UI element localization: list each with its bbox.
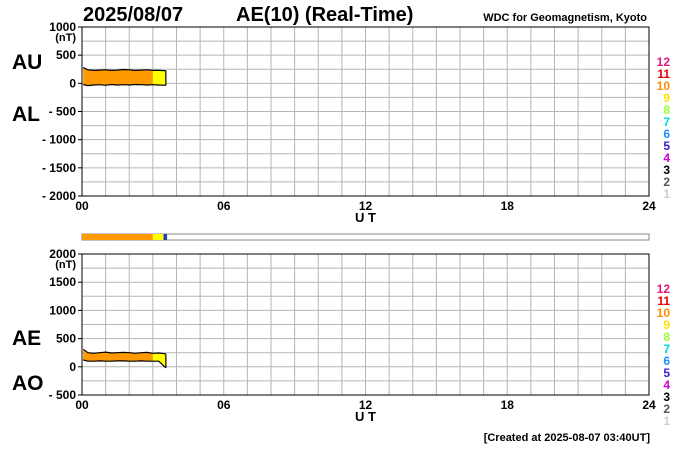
chart1-station-legend-label: 11 [657, 67, 670, 81]
institution-label: WDC for Geomagnetism, Kyoto [483, 12, 647, 24]
chart1-xtick-label: 24 [642, 199, 656, 213]
chart2-xtick-label: 06 [217, 398, 231, 412]
ae-side-label: AE [12, 327, 42, 350]
chart2-xtick-label: 12 [359, 398, 373, 412]
chart2-station-legend-label: 9 [663, 318, 670, 332]
chart2-station-legend-label: 1 [663, 414, 670, 428]
chart2-station-legend-label: 2 [663, 402, 670, 416]
chart1-xtick-label: 18 [501, 199, 515, 213]
chart1-ytick-label: 500 [56, 48, 76, 62]
header-date: 2025/08/07 [83, 4, 184, 26]
chart2-station-legend-label: 7 [663, 342, 670, 356]
chart2-station-legend-label: 3 [663, 390, 670, 404]
chart2-ytick-label: 2000 [49, 247, 76, 261]
chart2-xtick-label: 24 [642, 398, 656, 412]
chart1-station-legend-label: 6 [663, 127, 670, 141]
chart2-station-legend-label: 11 [657, 294, 670, 308]
station-coverage-segment [82, 234, 153, 240]
chart1-station-legend-label: 5 [663, 139, 670, 153]
chart2-units-label: (nT) [55, 259, 76, 271]
chart1-xtick-label: 06 [217, 199, 231, 213]
chart1-xaxis-label: U T [355, 210, 376, 225]
station-coverage-segment [152, 234, 164, 240]
chart2-ytick-label: 1000 [49, 303, 76, 317]
ao-side-label: AO [12, 372, 44, 395]
chart1-station-legend-label: 10 [657, 79, 671, 93]
chart1-station-legend-label: 12 [657, 55, 671, 69]
chart2-ytick-label: - 500 [49, 388, 77, 402]
chart2-station-legend-label: 12 [657, 282, 671, 296]
chart1-station-legend-label: 2 [663, 175, 670, 189]
chart1-xtick-label: 12 [359, 199, 373, 213]
chart1-station-legend-label: 4 [663, 151, 670, 165]
chart2-station-legend-label: 10 [657, 306, 671, 320]
chart-title: AE(10) (Real-Time) [236, 4, 414, 26]
chart2-xtick-label: 00 [75, 398, 89, 412]
chart1-ytick-label: - 2000 [42, 189, 76, 203]
chart2-xtick-label: 18 [501, 398, 515, 412]
chart1-station-legend-label: 7 [663, 115, 670, 129]
chart1-series-au-line [82, 67, 166, 72]
chart2-ytick-label: 0 [69, 360, 76, 374]
chart2-ytick-label: 1500 [49, 275, 76, 289]
chart1-ytick-label: - 1000 [42, 133, 76, 147]
created-timestamp: [Created at 2025-08-07 03:40UT] [483, 432, 650, 444]
chart1-station-legend-label: 8 [663, 103, 670, 117]
chart2-xaxis-label: U T [355, 409, 376, 424]
chart1-ytick-label: 1000 [49, 20, 76, 34]
chart1-station-legend-label: 1 [663, 187, 670, 201]
chart1-station-legend-label: 3 [663, 163, 670, 177]
chart2-station-legend-label: 8 [663, 330, 670, 344]
al-side-label: AL [12, 103, 40, 126]
station-coverage-segment [163, 234, 168, 240]
chart1-station-legend-label: 9 [663, 91, 670, 105]
chart1-xtick-label: 00 [75, 199, 89, 213]
au-side-label: AU [12, 51, 43, 74]
chart1-series-al-line [83, 83, 166, 87]
chart1-ytick-label: - 1500 [42, 161, 76, 175]
chart2-series-ao-line [83, 359, 167, 369]
chart1-fill-segment [83, 67, 153, 86]
chart2-station-legend-label: 4 [663, 378, 670, 392]
chart2-series-ae-line [82, 348, 166, 355]
chart1-units-label: (nT) [55, 32, 76, 44]
chart1-ytick-label: 0 [69, 76, 76, 90]
chart2-frame [81, 253, 650, 396]
chart1-ytick-label: - 500 [49, 105, 77, 119]
chart2-station-legend-label: 6 [663, 354, 670, 368]
chart1-fill-segment [152, 67, 166, 86]
chart2-station-legend-label: 5 [663, 366, 670, 380]
chart2-ytick-label: 500 [56, 332, 76, 346]
